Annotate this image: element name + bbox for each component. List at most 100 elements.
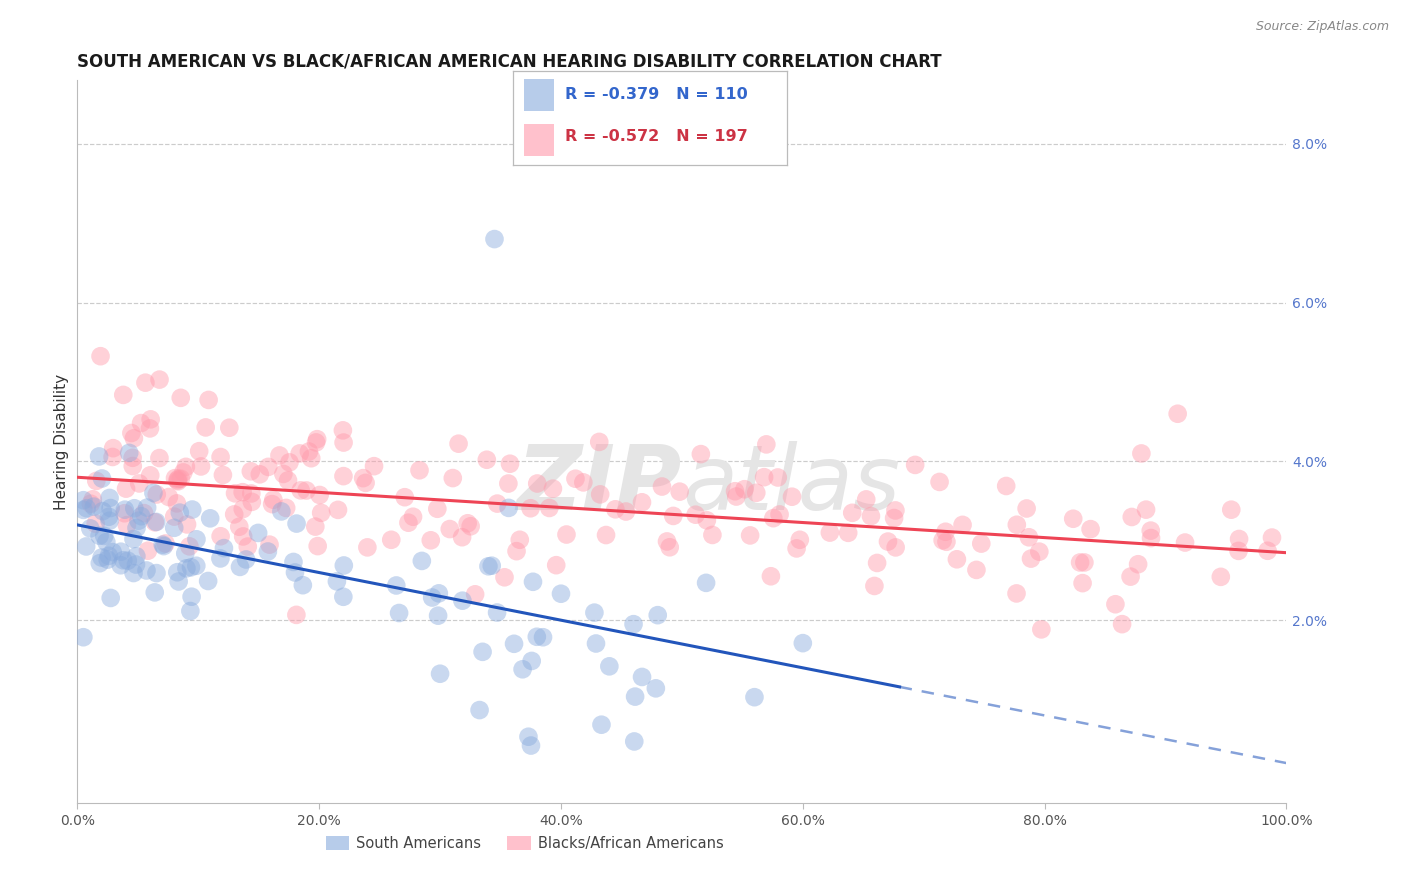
Point [122, 566, 145, 580]
Point [284, 566, 307, 580]
Point [218, 421, 240, 435]
Point [240, 495, 263, 509]
Point [904, 458, 927, 472]
Point [121, 450, 143, 465]
Point [752, 470, 775, 484]
Point [866, 556, 889, 570]
Point [385, 578, 408, 592]
Point [169, 506, 191, 520]
Point [1119, 569, 1142, 583]
Point [172, 466, 194, 480]
Point [129, 416, 152, 430]
Point [624, 690, 647, 704]
Point [136, 500, 159, 515]
Point [163, 509, 186, 524]
Point [110, 545, 132, 559]
Point [884, 503, 907, 517]
Point [188, 444, 211, 458]
Point [98, 514, 121, 528]
Point [724, 484, 747, 499]
FancyBboxPatch shape [524, 124, 554, 156]
Y-axis label: Hearing Disability: Hearing Disability [53, 374, 69, 509]
Point [572, 475, 595, 490]
Point [115, 518, 138, 533]
Point [139, 468, 162, 483]
Point [512, 662, 534, 676]
Point [509, 533, 531, 547]
Point [555, 527, 578, 541]
Point [148, 373, 170, 387]
Point [163, 471, 186, 485]
Point [605, 502, 627, 516]
Point [477, 559, 499, 574]
Text: SOUTH AMERICAN VS BLACK/AFRICAN AMERICAN HEARING DISABILITY CORRELATION CHART: SOUTH AMERICAN VS BLACK/AFRICAN AMERICAN… [77, 53, 942, 70]
Point [79, 521, 101, 535]
Point [1031, 623, 1053, 637]
Point [780, 490, 803, 504]
Point [262, 492, 284, 507]
Point [363, 459, 385, 474]
Point [285, 607, 308, 622]
Point [128, 476, 150, 491]
Point [285, 516, 308, 531]
Point [333, 558, 356, 573]
Point [257, 459, 280, 474]
Point [75, 540, 97, 554]
Point [240, 486, 263, 500]
Point [176, 561, 198, 575]
Point [179, 540, 201, 554]
Point [685, 508, 707, 522]
Point [1139, 524, 1161, 538]
Point [863, 579, 886, 593]
Point [935, 524, 957, 539]
Point [1220, 502, 1243, 516]
Point [768, 508, 790, 522]
Text: R = -0.379   N = 110: R = -0.379 N = 110 [565, 87, 748, 103]
Point [1227, 532, 1250, 546]
Point [84, 516, 107, 531]
Point [128, 514, 150, 528]
Point [546, 558, 568, 573]
Point [498, 500, 520, 515]
Point [72, 493, 94, 508]
Point [451, 530, 474, 544]
Point [394, 490, 416, 504]
Point [236, 540, 259, 554]
Point [145, 566, 167, 580]
Point [115, 482, 138, 496]
Point [112, 388, 135, 402]
Point [326, 503, 349, 517]
Point [1257, 543, 1279, 558]
Point [356, 541, 378, 555]
Point [298, 444, 321, 458]
Point [139, 421, 162, 435]
Point [1005, 517, 1028, 532]
Point [228, 520, 250, 534]
Point [118, 446, 141, 460]
Point [519, 501, 541, 516]
Point [232, 485, 254, 500]
Point [766, 470, 789, 484]
Point [186, 558, 208, 573]
Point [136, 543, 159, 558]
Point [526, 476, 548, 491]
Point [439, 522, 461, 536]
Point [388, 606, 411, 620]
Point [80, 497, 103, 511]
Point [928, 475, 950, 489]
Point [135, 564, 157, 578]
Point [167, 472, 190, 486]
Point [1111, 617, 1133, 632]
Point [419, 533, 441, 548]
Point [1028, 544, 1050, 558]
Point [100, 591, 122, 605]
Point [125, 549, 148, 564]
Point [429, 666, 451, 681]
Point [658, 541, 681, 555]
Point [87, 450, 110, 464]
Point [1080, 522, 1102, 536]
Point [583, 606, 606, 620]
Point [486, 606, 509, 620]
Point [91, 504, 114, 518]
Point [283, 555, 305, 569]
